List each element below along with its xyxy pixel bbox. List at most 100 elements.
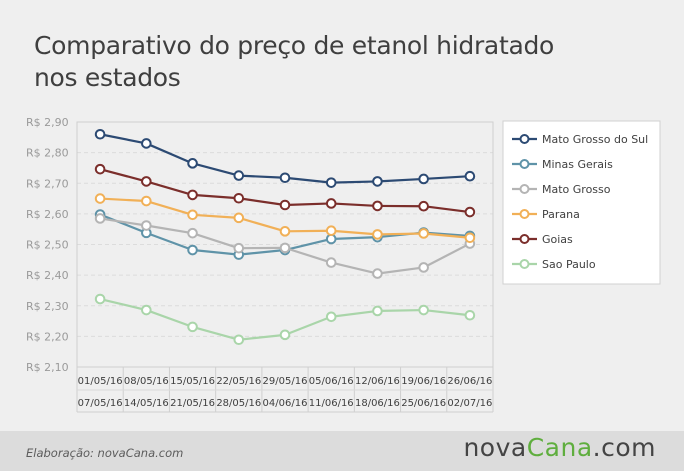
data-point[interactable]: [372, 268, 383, 279]
data-point[interactable]: [141, 304, 152, 316]
data-point[interactable]: [279, 172, 291, 184]
data-point[interactable]: [372, 176, 383, 187]
data-point[interactable]: [325, 177, 337, 188]
legend-item[interactable]: Mato Grosso: [512, 183, 611, 196]
data-point[interactable]: [233, 334, 245, 346]
data-point[interactable]: [418, 173, 429, 185]
x-tick-label-end: 07/05/16: [78, 398, 123, 409]
legend-label: Parana: [542, 208, 580, 221]
data-point[interactable]: [233, 242, 245, 254]
data-point[interactable]: [279, 199, 291, 211]
data-point[interactable]: [279, 242, 291, 254]
series-lines: [94, 128, 476, 346]
legend-label: Mato Grosso do Sul: [542, 133, 648, 146]
legend-item[interactable]: Goias: [512, 233, 573, 246]
data-point[interactable]: [94, 193, 106, 204]
data-point[interactable]: [187, 321, 198, 333]
chart-title-line-2: nos estados: [34, 63, 181, 92]
x-tick-label-start: 29/05/16: [263, 376, 308, 387]
x-tick-label-end: 21/05/16: [170, 398, 215, 409]
y-tick-label: R$ 2,80: [26, 147, 69, 160]
data-point[interactable]: [464, 309, 476, 321]
data-point[interactable]: [418, 262, 429, 273]
data-point[interactable]: [187, 244, 198, 256]
x-tick-label-end: 14/05/16: [124, 398, 169, 409]
legend-item[interactable]: Minas Gerais: [512, 158, 613, 171]
data-point[interactable]: [141, 176, 152, 187]
y-tick-label: R$ 2,70: [26, 177, 69, 190]
series-mato-grosso-do-sul: [94, 128, 476, 188]
legend-swatch-marker: [519, 159, 530, 169]
data-point[interactable]: [325, 225, 337, 237]
data-point[interactable]: [187, 158, 198, 169]
legend: Mato Grosso do Sul Minas Gerais Mato Gross…: [502, 120, 661, 285]
y-axis-ticks: R$ 2,10 R$ 2,20 R$ 2,30 R$ 2,40 R$ 2,50 R$ 2,…: [26, 116, 69, 374]
legend-label: Mato Grosso: [542, 183, 611, 196]
data-point[interactable]: [418, 200, 429, 212]
legend-label: Goias: [542, 233, 573, 246]
data-point[interactable]: [233, 192, 245, 204]
legend-box: [502, 120, 661, 285]
legend-item[interactable]: Mato Grosso do Sul: [512, 133, 648, 146]
data-point[interactable]: [372, 200, 383, 212]
data-point[interactable]: [141, 138, 152, 149]
chart-title: Comparativo do preço de etanol hidratado…: [34, 30, 654, 94]
legend-item[interactable]: Sao Paulo: [512, 258, 596, 271]
x-tick-label-start: 12/06/16: [355, 376, 400, 387]
line-chart: R$ 2,10 R$ 2,20 R$ 2,30 R$ 2,40 R$ 2,50 R$ 2,…: [26, 116, 661, 413]
credit-text: Elaboração: novaCana.com: [26, 446, 184, 460]
data-point[interactable]: [233, 170, 245, 181]
data-point[interactable]: [279, 329, 291, 341]
x-tick-label-end: 02/07/16: [447, 398, 492, 409]
data-point[interactable]: [187, 227, 198, 239]
data-point[interactable]: [233, 212, 245, 224]
brand-logo[interactable]: novaCana.com: [463, 433, 656, 462]
data-point[interactable]: [372, 229, 383, 240]
brand-part-com: .com: [592, 433, 656, 462]
y-tick-label: R$ 2,60: [26, 208, 69, 221]
data-point[interactable]: [141, 195, 152, 207]
data-point[interactable]: [325, 198, 337, 209]
data-point[interactable]: [464, 232, 476, 244]
y-tick-label: R$ 2,30: [26, 300, 69, 313]
x-tick-label-end: 28/05/16: [216, 398, 261, 409]
series-goias: [94, 163, 476, 218]
x-tick-label-start: 05/06/16: [309, 376, 354, 387]
x-tick-label-end: 25/06/16: [401, 398, 446, 409]
legend-label: Minas Gerais: [542, 158, 613, 171]
x-tick-label-end: 18/06/16: [355, 398, 400, 409]
data-point[interactable]: [94, 213, 106, 224]
y-tick-label: R$ 2,20: [26, 330, 69, 343]
x-tick-label-start: 15/05/16: [170, 376, 215, 387]
data-point[interactable]: [418, 304, 429, 316]
data-point[interactable]: [325, 257, 337, 268]
data-point[interactable]: [94, 128, 106, 140]
legend-item[interactable]: Parana: [512, 208, 580, 221]
data-point[interactable]: [187, 189, 198, 201]
data-point[interactable]: [141, 220, 152, 231]
series-parana: [94, 193, 476, 244]
series-sao-paulo: [94, 293, 476, 346]
x-tick-label-start: 01/05/16: [78, 376, 123, 387]
data-point[interactable]: [418, 228, 429, 239]
plot-frame: [76, 121, 494, 368]
legend-swatch-marker: [519, 209, 530, 219]
data-point[interactable]: [279, 226, 291, 237]
legend-swatch-marker: [519, 259, 530, 269]
data-point[interactable]: [464, 170, 476, 182]
data-point[interactable]: [464, 206, 476, 218]
data-point[interactable]: [325, 311, 337, 323]
footer: Elaboração: novaCana.com novaCana.com: [0, 431, 684, 471]
data-point[interactable]: [187, 209, 198, 221]
y-tick-label: R$ 2,90: [26, 116, 69, 129]
data-point[interactable]: [94, 163, 106, 175]
brand-part-cana: Cana: [526, 433, 593, 462]
legend-swatch-marker: [519, 184, 530, 194]
x-tick-label-start: 26/06/16: [447, 376, 492, 387]
x-tick-label-end: 11/06/16: [309, 398, 354, 409]
data-point[interactable]: [94, 293, 106, 305]
data-point[interactable]: [372, 305, 383, 317]
x-tick-label-start: 22/05/16: [216, 376, 261, 387]
y-tick-label: R$ 2,40: [26, 269, 69, 282]
